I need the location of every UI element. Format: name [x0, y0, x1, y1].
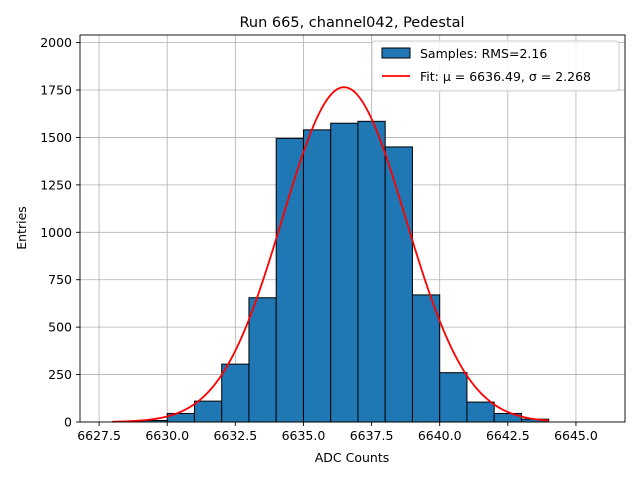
histogram-bar — [466, 401, 495, 423]
x-axis-label: ADC Counts — [315, 450, 390, 465]
y-tick-label: 1750 — [40, 83, 72, 98]
histogram-bar — [384, 146, 413, 423]
legend-box — [371, 40, 620, 92]
y-tick-label: 1250 — [40, 177, 72, 192]
y-tick-label: 250 — [48, 367, 72, 382]
histogram-bar — [221, 363, 250, 423]
legend: Samples: RMS=2.16 Fit: μ = 6636.49, σ = … — [371, 40, 620, 92]
histogram-bar — [439, 372, 468, 423]
x-tick-label: 6627.5 — [77, 428, 121, 443]
y-tick-label: 1000 — [40, 225, 72, 240]
legend-label-fit: Fit: μ = 6636.49, σ = 2.268 — [420, 69, 591, 84]
histogram-bar — [330, 122, 359, 423]
x-tick-label: 6645.0 — [554, 428, 598, 443]
x-tick-label: 6630.0 — [145, 428, 189, 443]
legend-label-samples: Samples: RMS=2.16 — [420, 46, 547, 61]
y-axis-ticks: 0 250 500 750 1000 1250 1500 1750 2000 — [40, 35, 80, 430]
histogram-bar — [302, 129, 332, 423]
x-tick-label: 6632.5 — [213, 428, 257, 443]
x-axis-ticks: 6627.5 6630.0 6632.5 6635.0 6637.5 6640.0 6642… — [77, 422, 598, 443]
y-tick-label: 0 — [64, 415, 72, 430]
y-tick-label: 500 — [48, 320, 72, 335]
x-tick-label: 6635.0 — [282, 428, 326, 443]
histogram-bar — [411, 294, 441, 423]
x-tick-label: 6640.0 — [418, 428, 462, 443]
legend-swatch-samples — [381, 47, 411, 59]
y-axis-label: Entries — [14, 206, 29, 250]
fit-curve — [112, 86, 549, 423]
histogram-bar — [357, 120, 386, 423]
histogram-bars — [112, 120, 550, 423]
chart-title: Run 665, channel042, Pedestal — [239, 15, 464, 31]
histogram-bar — [193, 400, 223, 423]
plot-frame — [79, 34, 626, 423]
y-tick-label: 2000 — [40, 35, 72, 50]
x-tick-label: 6642.5 — [486, 428, 530, 443]
y-tick-label: 750 — [48, 272, 72, 287]
histogram-bar — [248, 297, 277, 423]
histogram-bar — [275, 137, 304, 423]
x-tick-label: 6637.5 — [350, 428, 394, 443]
y-tick-label: 1500 — [40, 130, 72, 145]
